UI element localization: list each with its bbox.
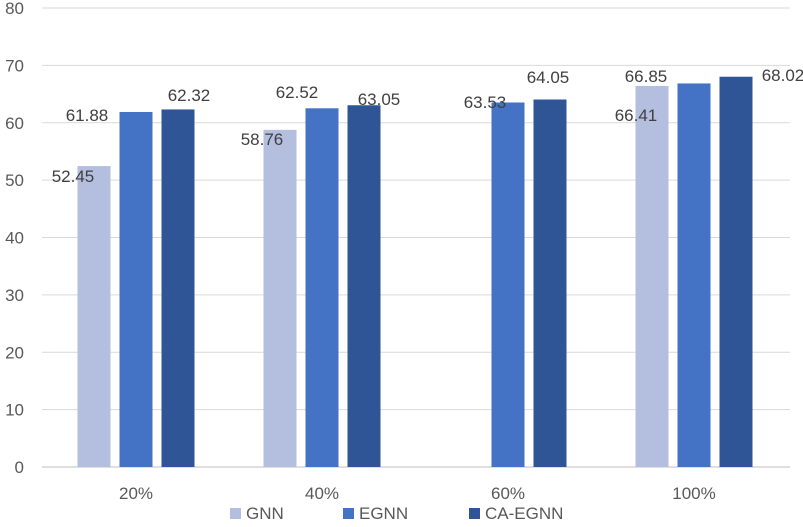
legend-swatch-egnn xyxy=(343,508,354,519)
data-label-gnn-100pct: 66.41 xyxy=(615,106,658,125)
x-category-label-60pct: 60% xyxy=(491,484,525,503)
y-tick-label-60: 60 xyxy=(5,114,24,133)
legend: GNN EGNN CA-EGNN xyxy=(230,504,563,523)
y-tick-label-10: 10 xyxy=(5,401,24,420)
bar-ca-egnn-20pct xyxy=(161,109,195,468)
legend-item-egnn: EGNN xyxy=(343,504,408,523)
y-tick-label-80: 80 xyxy=(5,0,24,18)
bar-egnn-100pct xyxy=(677,83,711,468)
data-label-ca-egnn-60pct: 64.05 xyxy=(527,68,570,87)
bar-gnn-20pct xyxy=(77,166,111,468)
y-tick-label-30: 30 xyxy=(5,286,24,305)
data-label-gnn-20pct: 52.45 xyxy=(52,167,95,186)
data-label-ca-egnn-100pct: 68.02 xyxy=(762,66,803,85)
bar-ca-egnn-60pct xyxy=(533,99,567,467)
x-axis-categories: 20% 40% 60% 100% xyxy=(119,484,716,503)
y-tick-label-0: 0 xyxy=(15,458,24,477)
legend-label-gnn: GNN xyxy=(246,504,284,522)
y-tick-label-20: 20 xyxy=(5,343,24,362)
bar-egnn-60pct xyxy=(491,102,525,467)
data-label-egnn-60pct: 63.53 xyxy=(464,93,507,112)
data-label-ca-egnn-20pct: 62.32 xyxy=(168,86,211,105)
data-label-egnn-40pct: 62.52 xyxy=(276,83,319,102)
legend-label-egnn: EGNN xyxy=(359,504,408,522)
data-label-egnn-100pct: 66.85 xyxy=(625,67,668,86)
bar-ca-egnn-40pct xyxy=(347,105,381,468)
legend-item-gnn: GNN xyxy=(230,504,284,523)
bar-gnn-40pct xyxy=(263,129,297,467)
bars xyxy=(77,76,753,468)
legend-swatch-ca-egnn xyxy=(469,508,480,519)
data-label-egnn-20pct: 61.88 xyxy=(66,106,109,125)
y-axis-ticks: 0 10 20 30 40 50 60 70 80 xyxy=(5,0,24,477)
bar-egnn-20pct xyxy=(119,111,153,467)
y-tick-label-70: 70 xyxy=(5,56,24,75)
legend-item-ca-egnn: CA-EGNN xyxy=(469,504,563,523)
legend-swatch-gnn xyxy=(230,508,241,519)
data-labels: 52.45 58.76 66.41 61.88 62.52 63.53 66.85 62.32… xyxy=(52,66,803,186)
x-category-label-100pct: 100% xyxy=(672,484,715,503)
y-tick-label-40: 40 xyxy=(5,229,24,248)
bar-gnn-100pct xyxy=(635,85,669,467)
bar-egnn-40pct xyxy=(305,108,339,467)
data-label-ca-egnn-40pct: 63.05 xyxy=(358,90,401,109)
x-category-label-20pct: 20% xyxy=(119,484,153,503)
legend-label-ca-egnn: CA-EGNN xyxy=(485,504,563,522)
data-label-gnn-40pct: 58.76 xyxy=(241,130,284,149)
y-tick-label-50: 50 xyxy=(5,171,24,190)
bar-ca-egnn-100pct xyxy=(719,76,753,467)
x-category-label-40pct: 40% xyxy=(305,484,339,503)
